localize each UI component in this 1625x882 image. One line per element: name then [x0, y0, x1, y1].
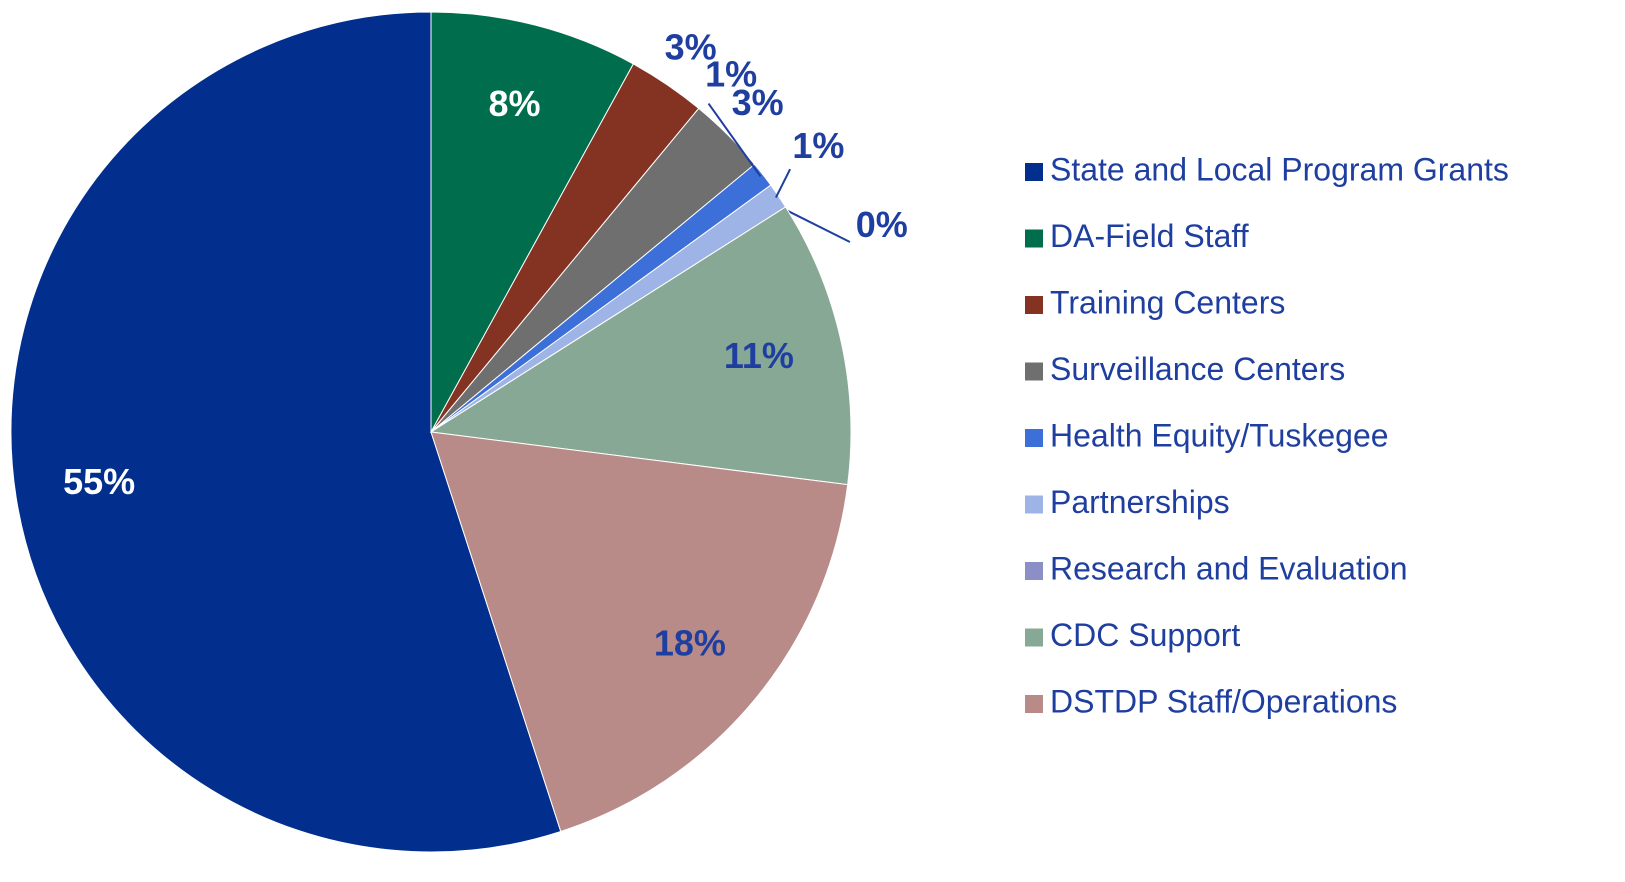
- legend-swatch: [1025, 562, 1043, 580]
- value-label: 8%: [489, 83, 541, 124]
- legend-swatch: [1025, 163, 1043, 181]
- legend-label: DSTDP Staff/Operations: [1050, 683, 1397, 719]
- legend-label: State and Local Program Grants: [1050, 151, 1509, 187]
- value-label: 18%: [654, 623, 726, 664]
- value-label: 3%: [732, 82, 784, 123]
- legend-swatch: [1025, 495, 1043, 514]
- legend-swatch: [1025, 362, 1043, 381]
- legend-swatch: [1025, 229, 1043, 248]
- legend-label: Health Equity/Tuskegee: [1050, 417, 1389, 453]
- pie-slice: [429, 206, 852, 486]
- legend-label: DA-Field Staff: [1050, 218, 1249, 254]
- legend-swatch: [1025, 429, 1043, 447]
- legend-swatch: [1025, 628, 1043, 647]
- value-label: 0%: [856, 204, 908, 245]
- leader-line: [707, 102, 762, 177]
- legend-label: Research and Evaluation: [1050, 550, 1408, 586]
- legend-swatch: [1025, 296, 1043, 314]
- legend-swatch: [1025, 695, 1043, 713]
- value-label: 55%: [63, 461, 135, 502]
- value-label: 3%: [665, 26, 717, 67]
- pie-slice: [10, 11, 562, 853]
- value-label: 1%: [705, 53, 757, 94]
- pie-slice: [430, 11, 635, 433]
- value-label: 11%: [724, 335, 794, 376]
- legend-label: Surveillance Centers: [1050, 351, 1345, 387]
- legend-label: CDC Support: [1050, 617, 1240, 653]
- leader-line: [774, 168, 791, 199]
- pie-slice: [430, 431, 849, 833]
- legend-label: Partnerships: [1050, 484, 1230, 520]
- legend-label: Training Centers: [1050, 284, 1285, 320]
- leader-line: [782, 207, 851, 243]
- value-label: 1%: [792, 125, 844, 166]
